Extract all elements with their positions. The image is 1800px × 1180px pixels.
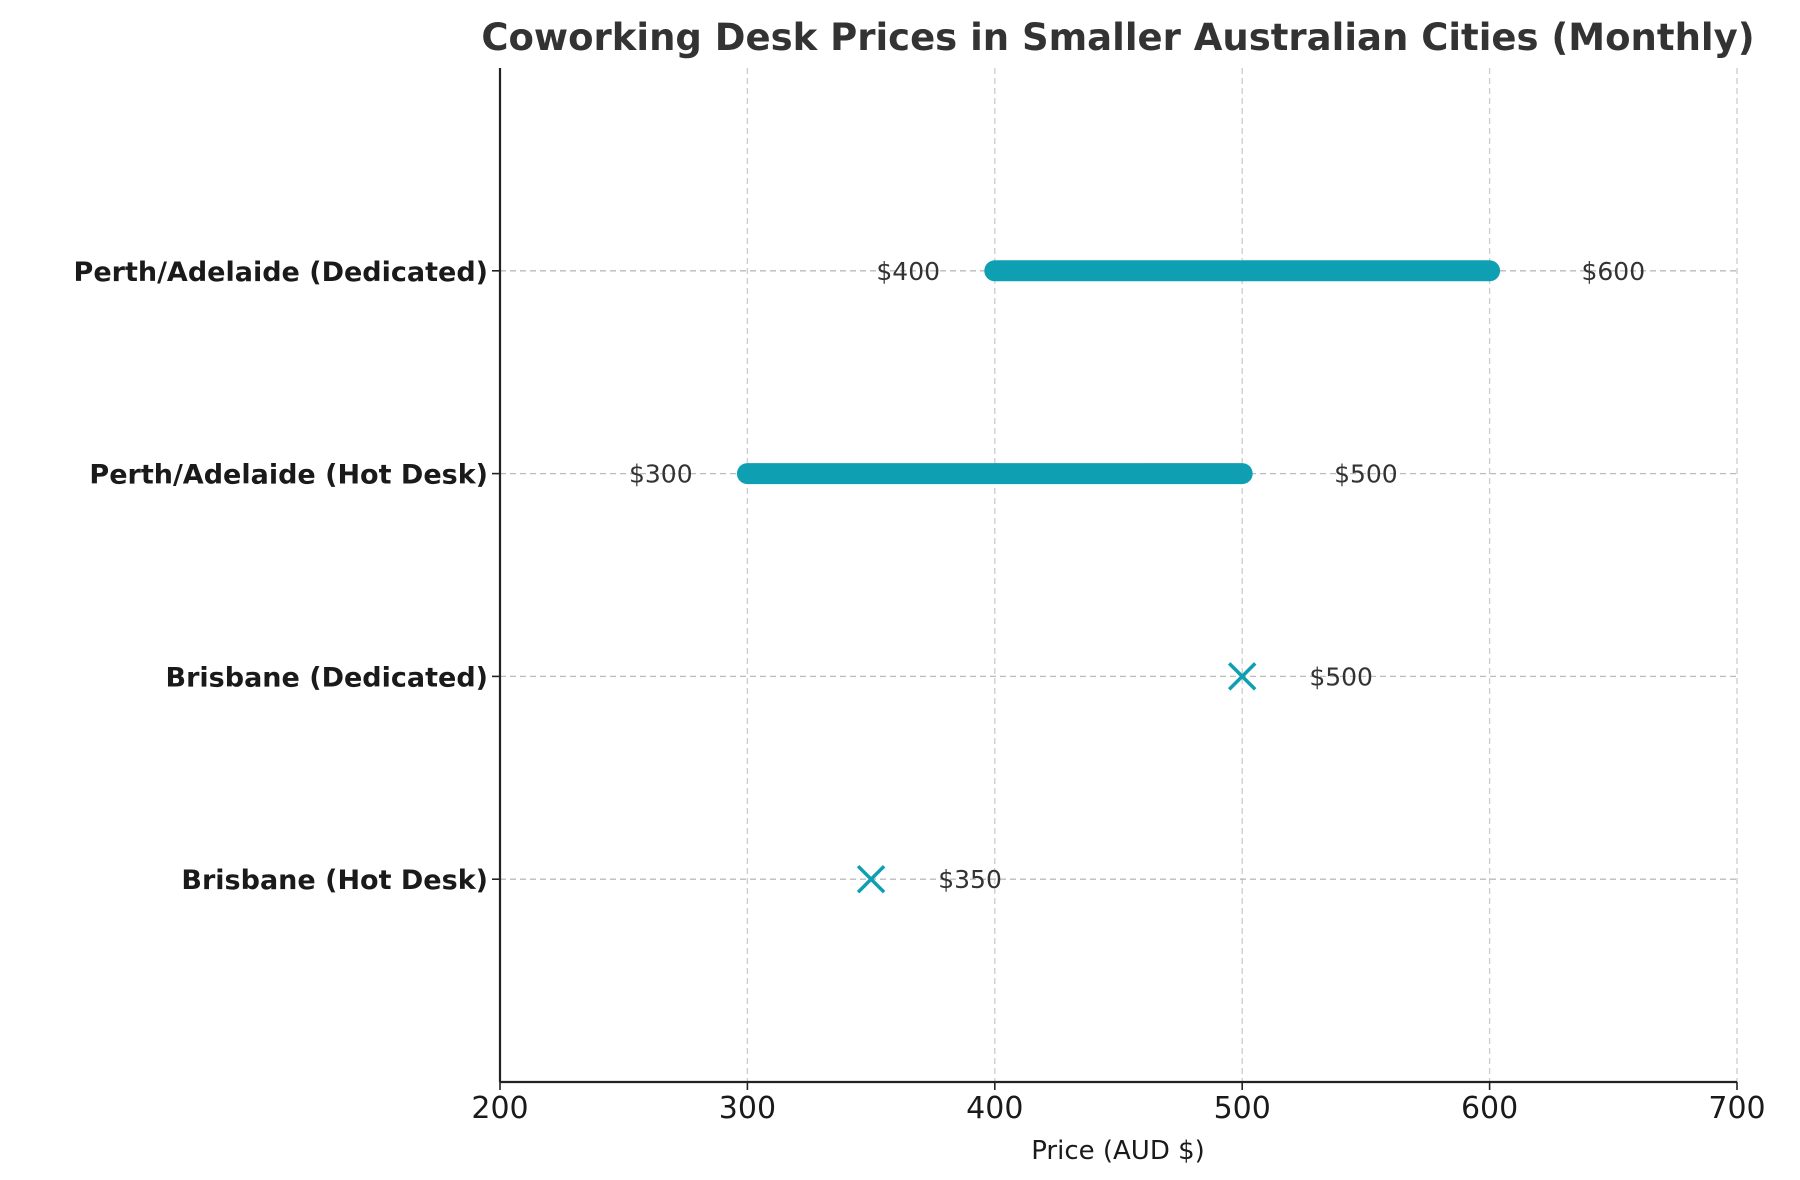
x-tick-label: 700 <box>1708 1091 1765 1126</box>
x-tick-label: 400 <box>966 1091 1023 1126</box>
grid-lines <box>500 68 1738 1082</box>
data-series: $350 $500 $300 $500 $400 $600 <box>629 257 1645 894</box>
x-axis-label: Price (AUD $) <box>1031 1136 1205 1166</box>
y-tick-label: Brisbane (Hot Desk) <box>181 865 488 896</box>
tick-labels: 200 300 400 500 600 700 Brisbane (Hot Desk) Bri… <box>74 257 1766 1126</box>
max-value-label: $600 <box>1581 257 1645 286</box>
x-marker-icon <box>1227 662 1257 691</box>
y-tick-label: Perth/Adelaide (Dedicated) <box>74 257 488 288</box>
y-tick-label: Brisbane (Dedicated) <box>166 662 488 693</box>
x-tick-label: 500 <box>1214 1091 1271 1126</box>
x-marker-stroke <box>856 864 886 894</box>
x-tick-label: 600 <box>1461 1091 1518 1126</box>
x-marker-stroke <box>1227 662 1257 691</box>
x-marker-icon <box>856 864 886 894</box>
min-value-label: $400 <box>876 257 940 286</box>
axes <box>492 68 1738 1090</box>
min-value-label: $300 <box>629 460 693 489</box>
x-tick-label: 200 <box>471 1091 528 1126</box>
chart-title: Coworking Desk Prices in Smaller Austral… <box>481 16 1754 59</box>
max-value-label: $500 <box>1334 460 1398 489</box>
x-tick-label: 300 <box>719 1091 776 1126</box>
value-label: $500 <box>1309 662 1373 691</box>
y-tick-label: Perth/Adelaide (Hot Desk) <box>89 460 488 491</box>
value-label: $350 <box>938 865 1002 894</box>
